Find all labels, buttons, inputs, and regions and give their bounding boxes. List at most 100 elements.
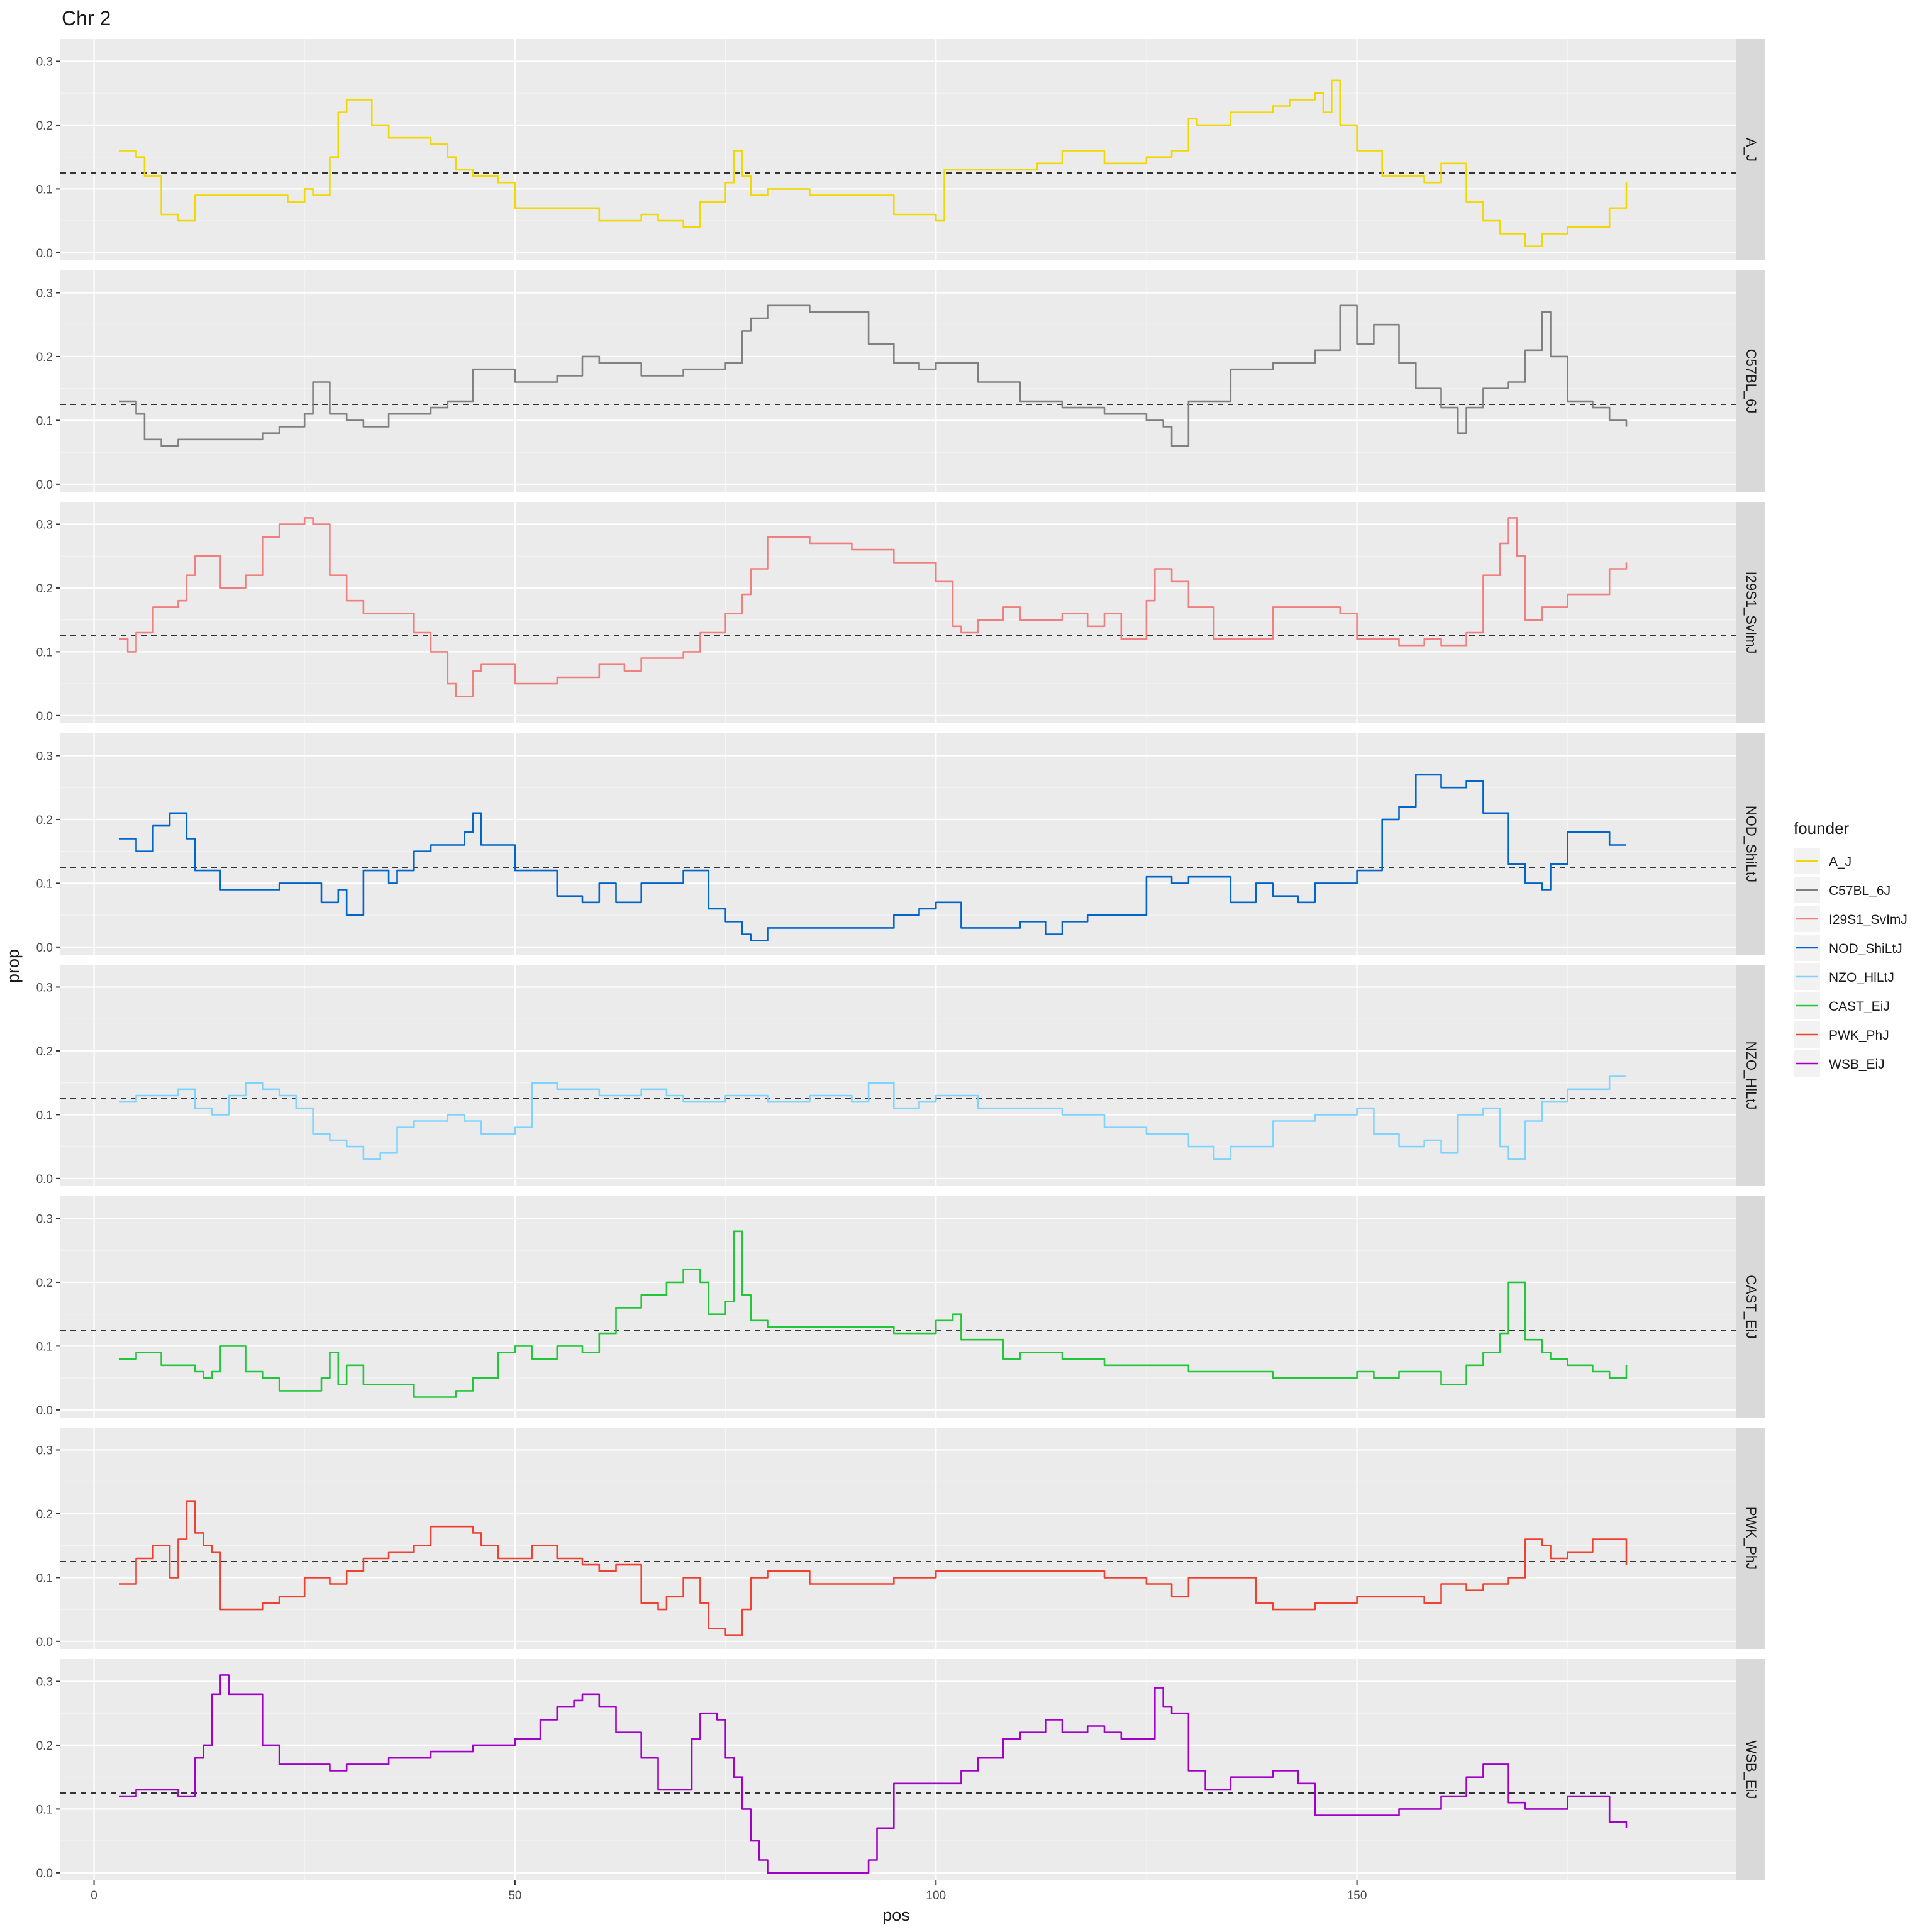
facet-strip xyxy=(1736,270,1765,492)
y-tick-label: 0.1 xyxy=(36,1340,53,1353)
series-line-cast_eij xyxy=(119,1230,1628,1398)
legend-label: PWK_PhJ xyxy=(1829,1028,1889,1043)
y-tick-label: 0.2 xyxy=(36,351,53,364)
legend-label: NOD_ShiLtJ xyxy=(1829,941,1902,956)
series-line-i29s1_svimj xyxy=(119,517,1628,697)
y-tick-label: 0.1 xyxy=(36,646,53,659)
y-axis-title: prop xyxy=(4,949,23,983)
facet-strip xyxy=(1736,1659,1765,1880)
series-line-a_j xyxy=(119,79,1628,247)
facet-strip-label: PWK_PhJ xyxy=(1743,1507,1759,1570)
legend-label: I29S1_SvImJ xyxy=(1829,913,1907,927)
facet-strip xyxy=(1736,1428,1765,1649)
legend-item: WSB_EiJ xyxy=(1794,1050,1885,1077)
facet-panel-wsb_eij: 0.0 0.1 0.2 0.3 WSB_EiJ xyxy=(36,1659,1765,1880)
facet-strip xyxy=(1736,965,1765,1186)
y-tick-label: 0.0 xyxy=(36,1867,53,1880)
panel-background xyxy=(60,733,1736,955)
facet-strip-label: CAST_EiJ xyxy=(1743,1275,1759,1338)
facet-panel-nod_shiltj: 0.0 0.1 0.2 0.3 NOD_ShiLtJ xyxy=(36,733,1765,955)
facet-strip-label: I29S1_SvImJ xyxy=(1743,572,1759,654)
y-tick-label: 0.0 xyxy=(36,941,53,955)
facet-panel-c57bl_6j: 0.0 0.1 0.2 0.3 C57BL_6J xyxy=(36,270,1765,492)
y-tick-label: 0.3 xyxy=(36,1213,53,1226)
x-tick-label: 0 xyxy=(91,1889,97,1902)
y-tick-label: 0.3 xyxy=(36,1676,53,1689)
facet-panels: 0.00.10.20.3A_J0.00.10.20.3C57BL_6J0.00.… xyxy=(36,39,1765,1880)
x-tick-label: 150 xyxy=(1347,1889,1367,1902)
series-line-pwk_phj xyxy=(119,1500,1628,1636)
legend-item: CAST_EiJ xyxy=(1794,992,1890,1019)
x-tick-label: 100 xyxy=(926,1889,946,1902)
panel-background xyxy=(60,1196,1736,1418)
series-line-c57bl_6j xyxy=(119,304,1628,447)
facet-panel-a_j: 0.0 0.1 0.2 0.3 A_J xyxy=(36,39,1765,260)
legend-label: WSB_EiJ xyxy=(1829,1057,1885,1072)
y-tick-label: 0.3 xyxy=(36,1445,53,1458)
x-axis-title: pos xyxy=(882,1906,910,1924)
y-tick-label: 0.2 xyxy=(36,1740,53,1753)
y-tick-label: 0.1 xyxy=(36,877,53,891)
y-tick-label: 0.1 xyxy=(36,1803,53,1816)
panel-background xyxy=(60,965,1736,1186)
legend-item: A_J xyxy=(1794,848,1852,874)
y-tick-label: 0.3 xyxy=(36,750,53,763)
y-tick-label: 0.2 xyxy=(36,582,53,596)
panel-background xyxy=(60,1659,1736,1880)
facet-strip-label: NOD_ShiLtJ xyxy=(1743,806,1759,882)
x-tick-label: 50 xyxy=(508,1889,521,1902)
legend-item: PWK_PhJ xyxy=(1794,1021,1889,1048)
legend-item: I29S1_SvImJ xyxy=(1794,906,1907,932)
y-tick-label: 0.1 xyxy=(36,414,53,428)
legend-title: founder xyxy=(1794,819,1850,838)
series-line-nzo_hlltj xyxy=(119,1075,1626,1160)
facet-strip-label: A_J xyxy=(1743,138,1759,162)
y-tick-label: 0.1 xyxy=(36,1109,53,1122)
facet-panel-i29s1_svimj: 0.0 0.1 0.2 0.3 I29S1_SvImJ xyxy=(36,502,1765,723)
legend-item: NOD_ShiLtJ xyxy=(1794,935,1902,961)
series-line-nod_shiltj xyxy=(119,774,1626,941)
facet-strip-label: C57BL_6J xyxy=(1743,349,1759,414)
y-tick-label: 0.0 xyxy=(36,1404,53,1418)
panel-background xyxy=(60,502,1736,723)
y-tick-label: 0.2 xyxy=(36,814,53,827)
y-tick-label: 0.3 xyxy=(36,287,53,301)
facet-strip-label: WSB_EiJ xyxy=(1743,1741,1759,1799)
chart-title: Chr 2 xyxy=(62,7,111,30)
series-line-wsb_eij xyxy=(119,1674,1628,1874)
facet-strip xyxy=(1736,733,1765,955)
y-tick-label: 0.0 xyxy=(36,247,53,260)
facet-strip xyxy=(1736,1196,1765,1418)
y-tick-label: 0.3 xyxy=(36,56,53,69)
legend-label: A_J xyxy=(1829,855,1852,869)
facet-panel-nzo_hlltj: 0.0 0.1 0.2 0.3 NZO_HlLtJ xyxy=(36,965,1765,1186)
legend-item: C57BL_6J xyxy=(1794,877,1890,903)
y-tick-label: 0.3 xyxy=(36,519,53,532)
y-tick-label: 0.2 xyxy=(36,1508,53,1521)
facet-strip xyxy=(1736,39,1765,260)
y-tick-label: 0.0 xyxy=(36,1636,53,1649)
legend: founder A_J C57BL_6J I29S1_SvImJ NOD_ShiLtJ N… xyxy=(1794,819,1907,1077)
facet-panel-cast_eij: 0.0 0.1 0.2 0.3 CAST_EiJ xyxy=(36,1196,1765,1418)
panel-background xyxy=(60,39,1736,260)
facet-strip xyxy=(1736,502,1765,723)
y-tick-label: 0.2 xyxy=(36,119,53,133)
facet-panel-pwk_phj: 0.0 0.1 0.2 0.3 PWK_PhJ xyxy=(36,1428,1765,1649)
legend-label: C57BL_6J xyxy=(1829,884,1890,898)
legend-label: CAST_EiJ xyxy=(1829,999,1890,1014)
panel-background xyxy=(60,1428,1736,1649)
y-tick-label: 0.1 xyxy=(36,1572,53,1585)
x-axis: 0 50 100 150 xyxy=(91,1880,1367,1902)
y-tick-label: 0.2 xyxy=(36,1045,53,1058)
y-tick-label: 0.3 xyxy=(36,982,53,995)
legend-label: NZO_HlLtJ xyxy=(1829,970,1894,985)
y-tick-label: 0.2 xyxy=(36,1277,53,1290)
y-tick-label: 0.0 xyxy=(36,479,53,492)
y-tick-label: 0.0 xyxy=(36,710,53,723)
facet-strip-label: NZO_HlLtJ xyxy=(1743,1041,1759,1110)
panel-background xyxy=(60,270,1736,492)
y-tick-label: 0.0 xyxy=(36,1173,53,1186)
legend-item: NZO_HlLtJ xyxy=(1794,963,1894,990)
y-tick-label: 0.1 xyxy=(36,183,53,196)
